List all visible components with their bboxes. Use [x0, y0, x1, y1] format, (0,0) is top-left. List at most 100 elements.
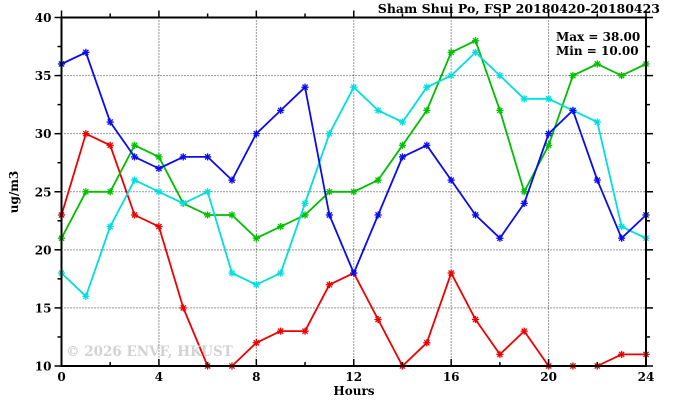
data-point-marker	[130, 176, 139, 184]
tick-label-layer: 0 4 8 12 16 20 24 10 15 20 25 30 35 40	[35, 11, 655, 384]
x-tick-label: 16	[443, 370, 460, 384]
data-point-marker	[106, 118, 114, 126]
data-point-marker	[204, 188, 212, 196]
data-point-marker	[179, 153, 187, 161]
data-point-marker	[544, 130, 553, 138]
y-axis-label: ug/m3	[7, 171, 21, 214]
data-point-marker	[350, 188, 358, 196]
data-point-marker	[301, 211, 309, 219]
y-tick-label: 40	[35, 11, 52, 25]
data-point-marker	[496, 71, 504, 80]
data-point-marker	[228, 176, 236, 184]
data-point-marker	[423, 141, 431, 149]
y-tick-label: 30	[35, 127, 52, 141]
data-point-marker	[252, 281, 260, 289]
data-point-marker	[155, 164, 163, 173]
data-point-marker	[593, 118, 601, 126]
data-point-marker	[447, 269, 455, 277]
data-point-marker	[82, 48, 90, 56]
data-point-marker	[325, 188, 333, 196]
data-point-marker	[204, 211, 212, 219]
data-point-marker	[423, 339, 431, 347]
chart-title: Sham Shui Po, FSP 20180420-20180423	[378, 1, 660, 16]
x-tick-label: 12	[345, 370, 362, 384]
data-point-marker	[325, 130, 333, 138]
data-point-marker	[325, 211, 333, 219]
data-point-marker	[106, 141, 114, 149]
data-point-marker	[106, 188, 114, 196]
y-tick-label: 25	[35, 185, 52, 199]
data-point-marker	[277, 223, 285, 231]
data-point-marker	[155, 223, 163, 231]
data-point-marker	[618, 223, 626, 231]
x-tick-label: 8	[252, 370, 260, 384]
data-point-marker	[496, 106, 504, 115]
data-point-marker	[520, 327, 528, 335]
data-point-marker	[618, 234, 626, 242]
y-tick-label: 35	[35, 69, 52, 83]
data-point-marker	[520, 199, 528, 207]
data-point-marker	[398, 118, 407, 126]
watermark: © 2026 ENVF, HKUST	[66, 344, 233, 360]
y-tick-label: 10	[35, 360, 52, 374]
data-point-marker	[374, 315, 382, 324]
data-point-marker	[82, 188, 90, 196]
data-point-marker	[325, 281, 333, 289]
data-point-marker	[252, 339, 260, 347]
data-point-marker	[593, 60, 601, 68]
data-point-marker	[447, 48, 455, 56]
data-point-marker	[471, 315, 480, 324]
data-point-marker	[447, 176, 455, 184]
y-tick-label: 15	[35, 301, 52, 315]
data-point-marker	[496, 350, 504, 358]
data-point-marker	[593, 176, 601, 184]
series-red	[57, 130, 650, 370]
data-point-marker	[471, 211, 480, 219]
data-point-marker	[374, 106, 382, 115]
data-point-marker	[350, 269, 358, 277]
data-point-marker	[106, 223, 114, 231]
data-point-marker	[350, 83, 358, 91]
data-point-marker	[179, 199, 187, 207]
data-point-marker	[82, 292, 90, 300]
data-point-marker	[423, 83, 431, 91]
data-point-marker	[155, 153, 163, 161]
data-point-marker	[423, 106, 431, 115]
data-point-marker	[204, 153, 212, 161]
data-point-marker	[447, 71, 455, 80]
data-point-marker	[569, 71, 577, 80]
data-point-marker	[374, 176, 382, 184]
max-annotation: Max = 38.00	[556, 30, 640, 44]
data-point-marker	[130, 211, 139, 219]
data-point-marker	[277, 106, 285, 115]
data-point-marker	[82, 130, 90, 138]
data-point-marker	[618, 350, 626, 358]
data-point-marker	[301, 327, 309, 335]
x-axis-label: Hours	[333, 384, 374, 398]
data-point-marker	[252, 234, 260, 242]
data-point-marker	[301, 199, 309, 207]
data-point-marker	[228, 211, 236, 219]
x-tick-label: 24	[638, 370, 655, 384]
series-line	[60, 39, 647, 240]
data-point-marker	[471, 37, 480, 45]
y-tick-label: 20	[35, 243, 52, 257]
x-tick-label: 4	[155, 370, 163, 384]
data-point-marker	[252, 130, 260, 138]
data-point-marker	[520, 188, 528, 196]
data-point-marker	[569, 106, 577, 115]
series-cyan	[57, 48, 650, 300]
series-blue	[57, 48, 650, 277]
x-tick-label: 0	[57, 370, 65, 384]
data-point-marker	[398, 141, 407, 149]
min-annotation: Min = 10.00	[556, 44, 639, 58]
data-point-marker	[544, 95, 553, 103]
data-point-marker	[496, 234, 504, 242]
data-point-marker	[374, 211, 382, 219]
data-point-marker	[544, 141, 553, 149]
data-point-marker	[301, 83, 309, 91]
series-green	[57, 37, 650, 242]
data-point-marker	[155, 188, 163, 196]
